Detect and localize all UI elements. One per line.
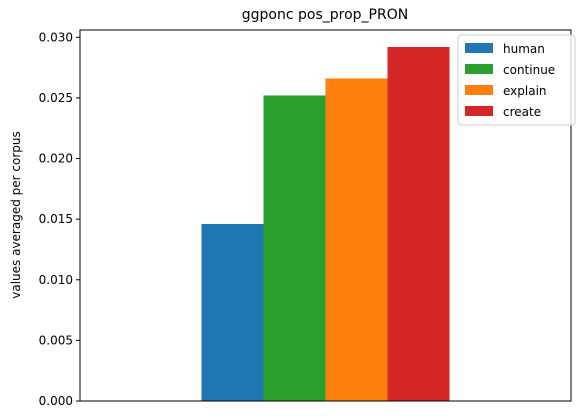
y-tick-label: 0.000 xyxy=(39,394,73,408)
y-axis-label: values averaged per corpus xyxy=(9,131,23,299)
bar-explain xyxy=(325,78,388,401)
legend-label-continue: continue xyxy=(503,63,555,77)
bar-continue xyxy=(263,95,326,402)
bars xyxy=(201,46,450,402)
legend-label-human: human xyxy=(503,42,545,56)
y-tick-label: 0.015 xyxy=(39,212,73,226)
legend-label-create: create xyxy=(503,105,541,119)
legend-label-explain: explain xyxy=(503,84,547,98)
legend-frame xyxy=(457,34,576,126)
legend: human continue explain create xyxy=(457,34,576,126)
y-tick-label: 0.005 xyxy=(39,333,73,347)
legend-swatch-continue xyxy=(465,64,493,74)
y-tick-label: 0.010 xyxy=(39,273,73,287)
bar-create xyxy=(387,46,450,402)
y-tick-label: 0.030 xyxy=(39,30,73,44)
y-axis-ticks: 0.000 0.005 0.010 0.015 0.020 0.025 0.030 xyxy=(39,30,80,408)
plot-frame xyxy=(79,29,572,402)
legend-swatch-human xyxy=(465,43,493,53)
chart-title: ggponc pos_prop_PRON xyxy=(242,7,408,23)
y-tick-label: 0.025 xyxy=(39,91,73,105)
legend-swatch-explain xyxy=(465,85,493,95)
bar-human xyxy=(201,223,264,401)
legend-swatch-create xyxy=(465,106,493,116)
y-tick-label: 0.020 xyxy=(39,152,73,166)
